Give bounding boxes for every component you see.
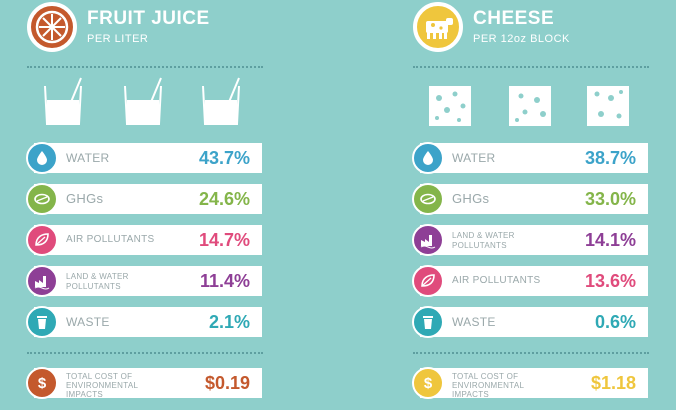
cheese-blocks [427, 76, 657, 130]
dollar-icon: $ [412, 367, 444, 399]
water-label: WATER [66, 151, 110, 165]
total-cost-value: $1.18 [590, 373, 636, 393]
dollar-icon: $ [26, 367, 58, 399]
water-row: WATER 43.7% [26, 142, 262, 174]
air-pollutants-row: AIR POLLUTANTS 14.7% [26, 224, 262, 256]
total-cost-row: $ TOTAL COST OF ENVIRONMENTAL IMPACTS $0… [26, 367, 262, 399]
waste-value: 2.1% [208, 312, 250, 332]
waste-row: WASTE 2.1% [26, 306, 262, 338]
page-title: CHEESE [473, 8, 555, 29]
total-cost-label: TOTAL COST OF ENVIRONMENTAL IMPACTS [452, 372, 524, 399]
land-water-pollutants-row: LAND & WATER POLLUTANTS 11.4% [26, 265, 262, 297]
total-cost-value: $0.19 [204, 373, 250, 393]
fruit-juice-panel: FRUIT JUICE PER LITER WATER 43.7% GHGs 2… [26, 0, 277, 410]
ghg-value: 24.6% [198, 189, 250, 209]
waste-label: WASTE [66, 315, 110, 329]
ghg-label: GHGs [452, 191, 490, 206]
land-water-pollutants-value: 11.4% [199, 271, 250, 291]
leaf-icon [26, 183, 58, 215]
orange-slice-icon [27, 2, 77, 52]
land-water-pollutants-label: LAND & WATER POLLUTANTS [452, 231, 515, 250]
total-cost-label: TOTAL COST OF ENVIRONMENTAL IMPACTS [66, 372, 138, 399]
cheese-header: CHEESE PER 12oz BLOCK [413, 0, 663, 62]
waste-row: WASTE 0.6% [412, 306, 648, 338]
cheese-block-icon [427, 76, 475, 128]
unit-subtitle: PER 12oz BLOCK [473, 33, 570, 45]
water-value: 38.7% [584, 148, 636, 168]
juice-glass-icon [199, 76, 247, 128]
trash-can-icon [26, 306, 58, 338]
ghg-row: GHGs 33.0% [412, 183, 648, 215]
total-cost-row: $ TOTAL COST OF ENVIRONMENTAL IMPACTS $1… [412, 367, 648, 399]
divider [27, 352, 263, 354]
waste-value: 0.6% [594, 312, 636, 332]
factory-icon [26, 265, 58, 297]
cow-icon [413, 2, 463, 52]
leaf-icon [412, 183, 444, 215]
air-pollutants-row: AIR POLLUTANTS 13.6% [412, 265, 648, 297]
divider [413, 66, 649, 68]
fruit-juice-header: FRUIT JUICE PER LITER [27, 0, 277, 62]
ghg-label: GHGs [66, 191, 104, 206]
cheese-panel: CHEESE PER 12oz BLOCK WATER 38.7% GHGs 3… [412, 0, 663, 410]
air-pollutants-value: 14.7% [198, 230, 250, 250]
page-title: FRUIT JUICE [87, 8, 210, 29]
air-pollutants-label: AIR POLLUTANTS [452, 275, 541, 286]
leaf-icon [412, 265, 444, 297]
water-label: WATER [452, 151, 496, 165]
trash-can-icon [412, 306, 444, 338]
land-water-pollutants-label: LAND & WATER POLLUTANTS [66, 272, 129, 291]
svg-text:$: $ [38, 375, 47, 392]
leaf-icon [26, 224, 58, 256]
water-drop-icon [26, 142, 58, 174]
ghg-value: 33.0% [584, 189, 636, 209]
cheese-block-icon [585, 76, 633, 128]
air-pollutants-value: 13.6% [584, 271, 636, 291]
juice-glass-icon [41, 76, 89, 128]
air-pollutants-label: AIR POLLUTANTS [66, 234, 155, 245]
cheese-block-icon [507, 76, 555, 128]
land-water-pollutants-value: 14.1% [584, 230, 636, 250]
divider [27, 66, 263, 68]
water-drop-icon [412, 142, 444, 174]
ghg-row: GHGs 24.6% [26, 183, 262, 215]
unit-subtitle: PER LITER [87, 33, 149, 45]
factory-icon [412, 224, 444, 256]
water-row: WATER 38.7% [412, 142, 648, 174]
juice-glasses [41, 76, 271, 130]
land-water-pollutants-row: LAND & WATER POLLUTANTS 14.1% [412, 224, 648, 256]
juice-glass-icon [121, 76, 169, 128]
svg-text:$: $ [424, 375, 433, 392]
divider [413, 352, 649, 354]
waste-label: WASTE [452, 315, 496, 329]
water-value: 43.7% [198, 148, 250, 168]
